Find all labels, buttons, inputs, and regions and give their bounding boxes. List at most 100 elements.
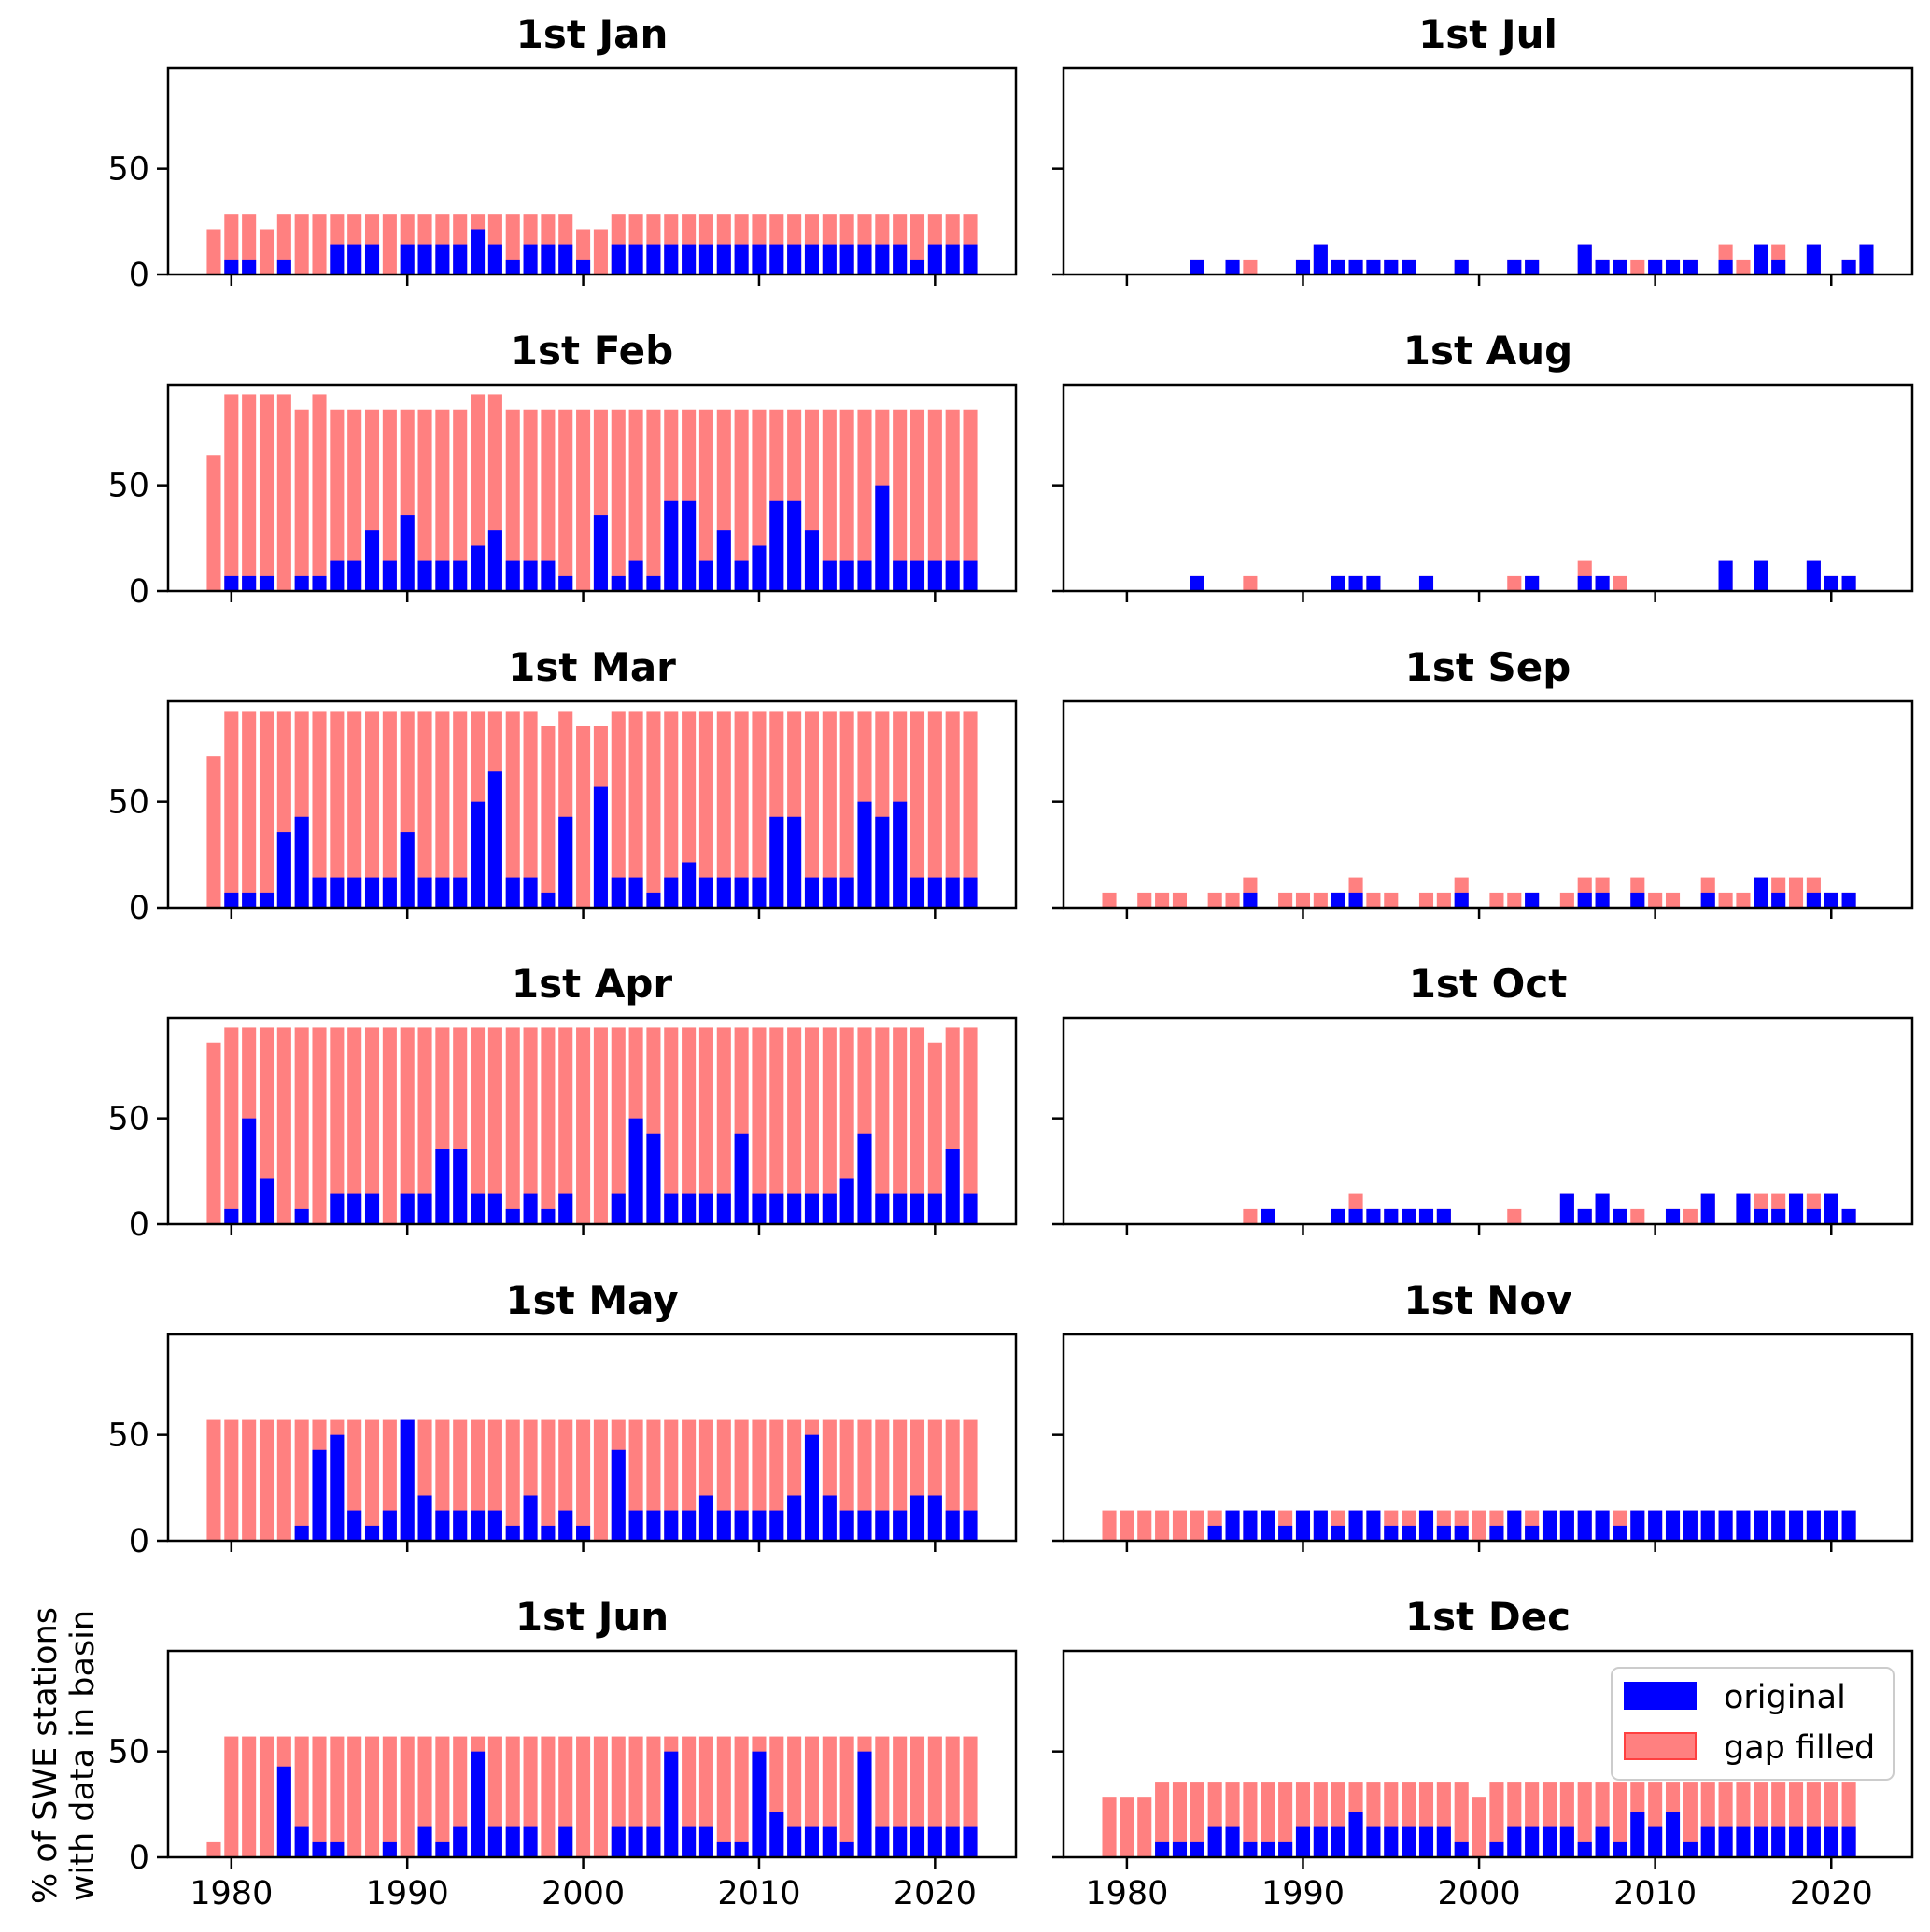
bar-original-2022	[1859, 244, 1874, 275]
bar-gap-filled-1987	[1243, 1782, 1258, 1857]
bar-gap-filled-1994	[1366, 892, 1381, 908]
bar-gap-filled-1982	[259, 394, 275, 591]
bar-original-1999	[558, 816, 573, 908]
bar-original-1989	[1278, 1841, 1293, 1857]
bar-original-1993	[1348, 575, 1363, 591]
panel-title: 1st Nov	[1403, 1277, 1571, 1323]
bar-gap-filled-2015	[839, 1736, 854, 1857]
ytick-label: 50	[107, 1101, 149, 1138]
bar-original-1997	[1418, 575, 1434, 591]
bar-original-1994	[471, 229, 486, 275]
bar-gap-filled-2007	[698, 1027, 713, 1224]
bar-gap-filled-2003	[628, 409, 643, 591]
bar-original-1995	[487, 1510, 502, 1541]
bar-original-1988	[364, 1525, 380, 1541]
bar-original-2002	[611, 1193, 626, 1224]
bar-original-2003	[1525, 575, 1540, 591]
bar-original-1994	[1366, 1510, 1381, 1541]
bar-original-2003	[628, 1510, 643, 1541]
bar-gap-filled-1996	[505, 1419, 520, 1541]
bar-original-2002	[611, 1449, 626, 1541]
bar-original-2020	[1824, 892, 1838, 908]
bar-gap-filled-2021	[945, 711, 960, 908]
bar-original-1984	[1190, 575, 1204, 591]
bar-gap-filled-2002	[1507, 1208, 1522, 1224]
bar-original-2013	[1700, 1510, 1715, 1541]
bar-gap-filled-1985	[1207, 892, 1222, 908]
bar-original-1992	[1331, 1525, 1345, 1541]
bar-original-2007	[698, 244, 713, 275]
bar-original-2018	[893, 801, 908, 908]
bar-gap-filled-2009	[734, 1736, 749, 1857]
bar-original-2022	[963, 244, 978, 275]
bar-gap-filled-2018	[893, 1027, 908, 1224]
bar-original-2018	[893, 560, 908, 591]
bar-gap-filled-1997	[523, 409, 538, 591]
xtick-label: 2010	[1613, 1875, 1697, 1912]
bar-original-1999	[558, 575, 573, 591]
axes-frame	[1062, 383, 1914, 593]
bar-gap-filled-2001	[593, 229, 608, 275]
bar-original-1983	[1172, 1841, 1188, 1857]
bar-gap-filled-1995	[487, 1027, 502, 1224]
bar-gap-filled-1999	[558, 409, 573, 591]
bar-gap-filled-1986	[330, 1027, 345, 1224]
bar-original-1981	[242, 259, 257, 275]
bar-original-2007	[698, 877, 713, 908]
bar-original-1994	[1366, 575, 1381, 591]
bar-original-2000	[576, 259, 591, 275]
bar-gap-filled-2007	[698, 711, 713, 908]
bar-gap-filled-1982	[1155, 892, 1170, 908]
bar-gap-filled-1988	[364, 1027, 380, 1224]
bar-original-2010	[1648, 1826, 1663, 1857]
bar-original-1994	[471, 801, 486, 908]
bar-original-2003	[628, 877, 643, 908]
bar-original-2010	[752, 877, 767, 908]
bar-original-2008	[1613, 1525, 1627, 1541]
bar-original-1994	[471, 1751, 486, 1857]
bar-gap-filled-2020	[927, 409, 942, 591]
bars	[206, 1419, 978, 1541]
bar-gap-filled-2022	[963, 409, 978, 591]
bar-gap-filled-2000	[576, 1419, 591, 1541]
bar-original-2006	[1577, 892, 1592, 908]
bar-gap-filled-1998	[1436, 892, 1451, 908]
bar-original-2016	[1754, 560, 1768, 591]
panel-1st-aug: 1st Aug	[1052, 328, 1914, 602]
bar-original-1997	[523, 1495, 538, 1541]
ylabel-line-1: % of SWE stations	[27, 1607, 64, 1904]
bar-original-2008	[716, 877, 731, 908]
ytick-label: 50	[107, 1417, 149, 1455]
bar-original-2002	[1507, 259, 1522, 275]
bar-gap-filled-1989	[382, 214, 397, 275]
bar-gap-filled-2002	[1507, 892, 1522, 908]
bar-original-1995	[1384, 1826, 1399, 1857]
bar-original-1996	[505, 560, 520, 591]
bar-original-1999	[1454, 1525, 1469, 1541]
bar-original-2006	[1577, 1510, 1592, 1541]
bar-original-2014	[822, 1193, 837, 1224]
bar-gap-filled-1990	[400, 1736, 415, 1857]
bar-original-1993	[1348, 892, 1363, 908]
legend-swatch-original	[1624, 1682, 1697, 1710]
bar-original-1987	[347, 1193, 362, 1224]
bar-original-2021	[1841, 1208, 1856, 1224]
bar-original-2020	[927, 1826, 942, 1857]
bar-original-2017	[1771, 1510, 1786, 1541]
bar-original-1992	[1331, 259, 1345, 275]
bar-original-2011	[1665, 1510, 1681, 1541]
bar-original-2008	[716, 530, 731, 591]
bar-original-2012	[787, 500, 802, 591]
bar-gap-filled-1982	[259, 229, 275, 275]
bar-original-2018	[893, 1510, 908, 1541]
ytick-label: 0	[129, 573, 149, 611]
bar-original-1989	[1278, 1525, 1293, 1541]
bar-gap-filled-1981	[242, 1419, 257, 1541]
figure-ylabel: % of SWE stations with data in basin	[27, 1607, 102, 1904]
bar-gap-filled-1998	[541, 1419, 556, 1541]
bar-original-2001	[1489, 1841, 1504, 1857]
bar-gap-filled-1984	[294, 409, 309, 591]
bar-original-1986	[330, 244, 345, 275]
bar-gap-filled-2017	[875, 1027, 890, 1224]
bar-original-2020	[1824, 1826, 1838, 1857]
